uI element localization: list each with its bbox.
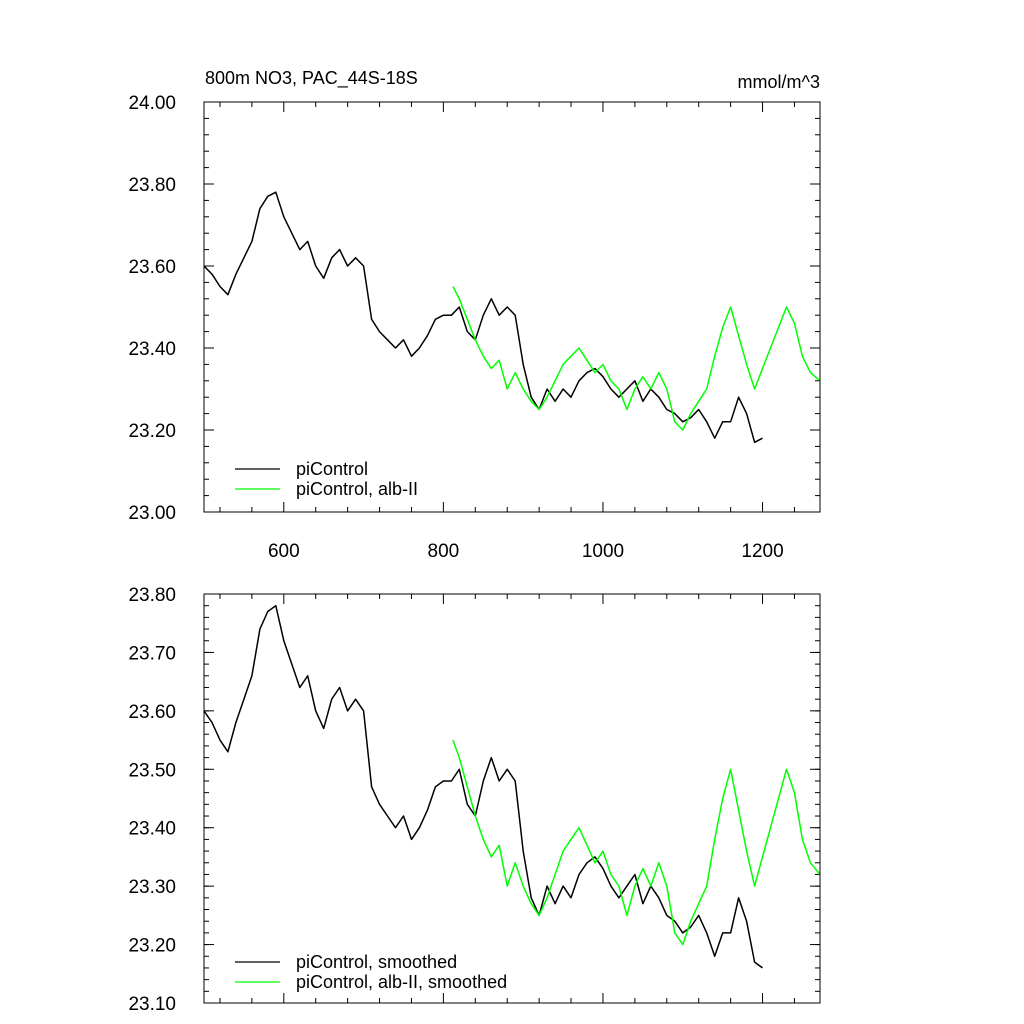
y-tick-label: 23.20 [128,421,176,442]
y-tick-label: 23.50 [128,760,176,781]
series-line-0 [203,604,763,969]
y-tick-label: 23.60 [128,702,176,723]
legend-label-alb-ii: piControl, alb-II [296,479,418,499]
y-tick-label: 23.70 [128,643,176,664]
y-tick-label: 23.30 [128,877,176,898]
x-tick-label: 800 [428,541,460,562]
y-tick-label: 23.80 [128,585,176,606]
y-tick-label: 23.20 [128,936,176,957]
series-line-0 [203,191,763,444]
legend: piControl piControl, alb-II [235,459,418,499]
legend-label-alb-ii-smoothed: piControl, alb-II, smoothed [296,972,507,992]
ticks-layer: 23.00 23.20 23.40 23.60 23.80 24.00 600 800 1000… [128,93,820,562]
x-tick-label: 1200 [741,541,783,562]
x-tick-label: 600 [268,541,300,562]
legend: piControl, smoothed piControl, alb-II, s… [235,952,507,992]
y-tick-label: 23.10 [128,994,176,1015]
y-tick-label: 23.60 [128,257,176,278]
ticks-layer: 23.10 23.20 23.30 23.40 23.50 23.60 23.70 23.80 [128,585,820,1015]
legend-label-picontrol: piControl [296,459,368,479]
plot-frame [203,593,821,1004]
series-layer [203,604,821,969]
y-tick-label: 23.40 [128,819,176,840]
chart-title: 800m NO3, PAC_44S-18S [205,68,418,89]
x-tick-label: 1000 [582,541,624,562]
y-tick-label: 23.00 [128,503,176,524]
series-line-1 [452,739,821,946]
series-layer [203,191,821,444]
y-tick-label: 24.00 [128,93,176,114]
y-tick-label: 23.40 [128,339,176,360]
top-panel: 800m NO3, PAC_44S-18S mmol/m^3 23.00 23.2… [128,68,821,562]
bottom-panel: 23.10 23.20 23.30 23.40 23.50 23.60 23.70 23.80… [128,585,821,1015]
y-tick-label: 23.80 [128,175,176,196]
series-line-1 [452,286,821,431]
legend-label-picontrol-smoothed: piControl, smoothed [296,952,457,972]
units-label: mmol/m^3 [738,72,820,92]
plot-frame [203,101,821,513]
